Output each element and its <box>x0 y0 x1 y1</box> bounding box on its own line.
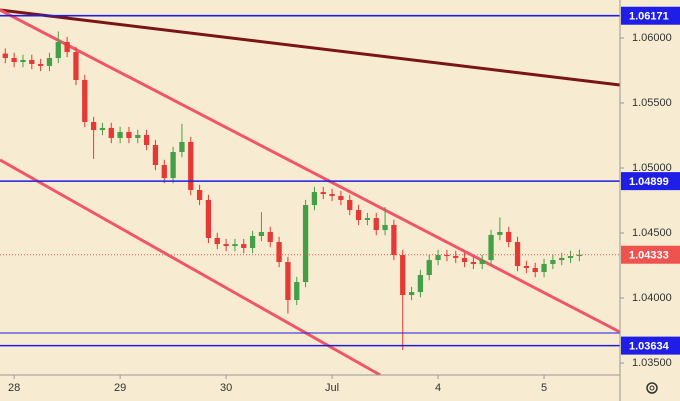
candle-body <box>302 205 309 283</box>
candle-body <box>514 241 521 267</box>
candle-body <box>267 231 273 242</box>
candle-body <box>532 267 538 273</box>
candle-body <box>479 260 485 264</box>
candle-body <box>400 254 406 296</box>
candle-body <box>241 244 247 248</box>
settings-icon[interactable] <box>646 382 658 394</box>
candle-body <box>576 254 583 257</box>
y-tick-label: 1.05000 <box>632 162 672 174</box>
plot-area <box>0 8 620 375</box>
candle-body <box>355 209 362 221</box>
candle-body <box>470 262 477 264</box>
candle-body <box>55 41 61 58</box>
level-label: 1.06171 <box>629 11 669 23</box>
x-tick-label: 29 <box>114 382 126 394</box>
trend-line <box>0 8 620 87</box>
candle-body <box>170 152 176 179</box>
candle-body <box>435 254 441 261</box>
candle-body <box>311 192 318 206</box>
candle-body <box>2 53 8 58</box>
candle-body <box>11 57 17 63</box>
candle-body <box>285 262 291 300</box>
candle-body <box>382 224 388 231</box>
x-tick-label: Jul <box>325 382 339 394</box>
candle-body <box>214 237 220 245</box>
x-tick-label: 28 <box>8 382 20 394</box>
candle-body <box>426 260 432 276</box>
candle-body <box>523 266 530 268</box>
candle-body <box>417 275 424 293</box>
last-price-box <box>621 245 680 264</box>
trend-line <box>0 158 381 375</box>
candle-body <box>497 231 503 235</box>
candle-body <box>453 256 459 258</box>
candle-body <box>364 218 371 221</box>
level-label: 1.03634 <box>629 341 670 353</box>
candle-body <box>46 57 53 66</box>
candle-body <box>29 59 35 64</box>
candle-body <box>541 263 547 273</box>
candle-body <box>64 41 70 53</box>
level-label: 1.04899 <box>629 176 669 188</box>
candle-body <box>143 134 150 145</box>
candle-body <box>117 131 123 138</box>
candle-body <box>37 63 44 66</box>
candle-body <box>99 127 106 131</box>
trend-line <box>0 8 620 334</box>
y-tick-label: 1.03500 <box>632 357 672 369</box>
candle-body <box>82 79 88 122</box>
candle-body <box>223 244 229 247</box>
candle-body <box>232 244 238 247</box>
candle-body <box>179 141 185 153</box>
candle-body <box>567 256 574 258</box>
last-price-label: 1.04333 <box>629 250 669 262</box>
candle-body <box>506 231 512 242</box>
candle-body <box>258 231 265 237</box>
candle-body <box>347 199 353 210</box>
candle-body <box>408 292 415 296</box>
candle-body <box>161 165 167 179</box>
candle-body <box>249 236 256 248</box>
x-tick-label: 4 <box>435 382 441 394</box>
candle-body <box>126 131 132 138</box>
candle-body <box>559 257 565 261</box>
candle-body <box>135 134 141 138</box>
candle-body <box>461 257 468 263</box>
candle-body <box>73 52 79 80</box>
candle-body <box>90 121 97 131</box>
candle-body <box>329 194 335 196</box>
y-tick-label: 1.04500 <box>632 227 672 239</box>
candle-body <box>373 218 379 231</box>
candle-body <box>196 189 203 200</box>
candle-body <box>205 199 212 238</box>
y-tick-label: 1.04000 <box>632 292 672 304</box>
candle-body <box>550 260 556 264</box>
candle-body <box>320 192 326 195</box>
candle-body <box>152 144 159 166</box>
candle-body <box>20 59 26 63</box>
level-label-box <box>621 172 680 191</box>
candle-body <box>294 282 300 300</box>
level-label-box <box>621 6 680 25</box>
candle-body <box>338 195 344 200</box>
candle-body <box>276 241 282 263</box>
level-label-box <box>621 336 680 355</box>
x-tick-label: 30 <box>220 382 232 394</box>
candle-body <box>488 234 494 261</box>
y-tick-label: 1.05500 <box>632 97 672 109</box>
candle-body <box>108 127 114 138</box>
candle-body <box>444 254 450 257</box>
candle-body <box>391 224 397 255</box>
x-tick-label: 5 <box>541 382 547 394</box>
candle-body <box>188 141 194 190</box>
y-tick-label: 1.06000 <box>632 32 672 44</box>
axes: 1.03500 1.04000 1.04500 1.05000 1.05500 1.060… <box>8 6 680 394</box>
